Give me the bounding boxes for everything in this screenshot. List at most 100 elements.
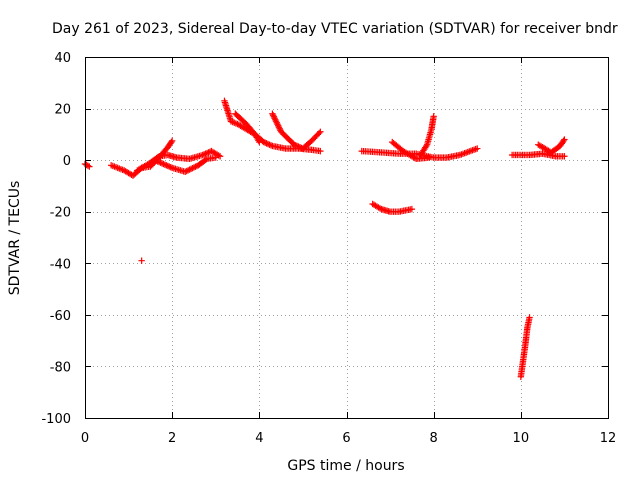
x-tick-label: 2 <box>168 431 176 446</box>
x-tick-label: 8 <box>430 431 438 446</box>
data-point <box>163 162 170 169</box>
data-point <box>560 137 567 145</box>
data-point <box>267 142 275 149</box>
data-point <box>474 145 481 152</box>
data-point <box>272 118 280 125</box>
axis-ticks <box>85 57 609 419</box>
data-point <box>271 115 278 122</box>
data-point <box>376 205 384 212</box>
data-point <box>273 119 280 126</box>
data-point <box>199 151 206 159</box>
series-arc-04 <box>151 154 219 175</box>
y-tick-label: -40 <box>50 257 71 272</box>
data-point <box>138 257 145 264</box>
x-tick-label: 0 <box>81 431 89 446</box>
y-tick-label: -60 <box>50 309 71 324</box>
y-tick-label: 40 <box>54 51 71 66</box>
data-point <box>160 160 167 168</box>
y-tick-label: 20 <box>54 103 71 118</box>
series-arc-10 <box>389 138 433 163</box>
x-tick-label: 4 <box>255 431 263 446</box>
data-point <box>157 159 164 166</box>
data-point <box>292 142 299 149</box>
data-point <box>426 154 433 161</box>
data-point <box>202 150 209 157</box>
series-arc-13 <box>508 150 568 160</box>
data-point <box>166 163 173 170</box>
x-tick-labels: 0 2 4 6 8 10 12 <box>81 431 616 446</box>
series-arc-01 <box>81 160 93 170</box>
y-tick-labels: 40 20 0 -20 -40 -60 -80 -100 <box>41 51 71 427</box>
series-arc-07 <box>232 110 263 146</box>
data-point <box>167 164 174 171</box>
data-point <box>86 163 93 170</box>
data-point <box>186 166 193 173</box>
data-point <box>269 112 277 119</box>
data-point <box>256 138 263 146</box>
data-point <box>291 141 298 148</box>
data-point <box>315 129 323 137</box>
data-point <box>168 137 176 145</box>
series-arc-02 <box>107 137 176 179</box>
series-arc-08 <box>269 110 324 152</box>
data-point <box>276 125 283 132</box>
grid-lines <box>85 57 608 418</box>
x-tick-label: 6 <box>342 431 350 446</box>
data-point <box>203 149 211 157</box>
series-arc-11 <box>417 113 437 159</box>
data-point <box>270 113 278 120</box>
data-point <box>408 205 416 213</box>
data-point <box>168 138 175 146</box>
y-axis-label: SDTVAR / TECUs <box>7 181 23 296</box>
data-point <box>317 147 324 155</box>
data-point <box>216 153 224 160</box>
series-arc-03 <box>134 147 224 174</box>
data-point <box>187 165 195 173</box>
data-point <box>526 314 533 321</box>
x-axis-label: GPS time / hours <box>287 458 404 474</box>
data-point <box>158 160 166 167</box>
data-point <box>182 168 189 175</box>
data-point <box>293 142 301 150</box>
series-arc-12 <box>369 200 416 215</box>
data-point <box>561 153 568 160</box>
data-point <box>189 164 196 172</box>
data-point <box>152 157 160 164</box>
series-arc-05 <box>138 257 145 264</box>
data-point <box>200 151 208 158</box>
data-point <box>161 161 169 168</box>
series-arc-15 <box>517 314 533 380</box>
data-point <box>261 139 269 146</box>
y-tick-label: -100 <box>41 412 71 427</box>
data-point <box>190 164 198 171</box>
data-point <box>154 158 161 165</box>
data-point <box>263 140 270 147</box>
x-tick-label: 12 <box>600 431 617 446</box>
data-point <box>275 124 283 131</box>
data-point <box>422 142 430 150</box>
data-points <box>81 97 568 380</box>
series-arc-14 <box>535 136 568 156</box>
data-point <box>561 136 568 143</box>
y-tick-label: 0 <box>63 154 71 169</box>
x-tick-label: 10 <box>513 431 530 446</box>
data-point <box>155 158 163 166</box>
data-point <box>192 163 199 170</box>
data-point <box>269 110 276 117</box>
data-point <box>295 143 302 150</box>
data-point <box>266 141 273 148</box>
data-point <box>264 140 272 148</box>
data-point <box>151 156 158 164</box>
data-point <box>202 156 209 163</box>
chart-title: Day 261 of 2023, Sidereal Day-to-day VTE… <box>52 21 618 37</box>
series-arc-09 <box>358 145 481 161</box>
y-tick-label: -20 <box>50 206 71 221</box>
data-point <box>183 167 190 175</box>
data-point <box>275 122 282 129</box>
data-point <box>272 116 279 123</box>
data-point <box>164 162 172 170</box>
data-point <box>212 154 219 161</box>
data-point <box>274 121 281 128</box>
data-point <box>184 167 192 174</box>
